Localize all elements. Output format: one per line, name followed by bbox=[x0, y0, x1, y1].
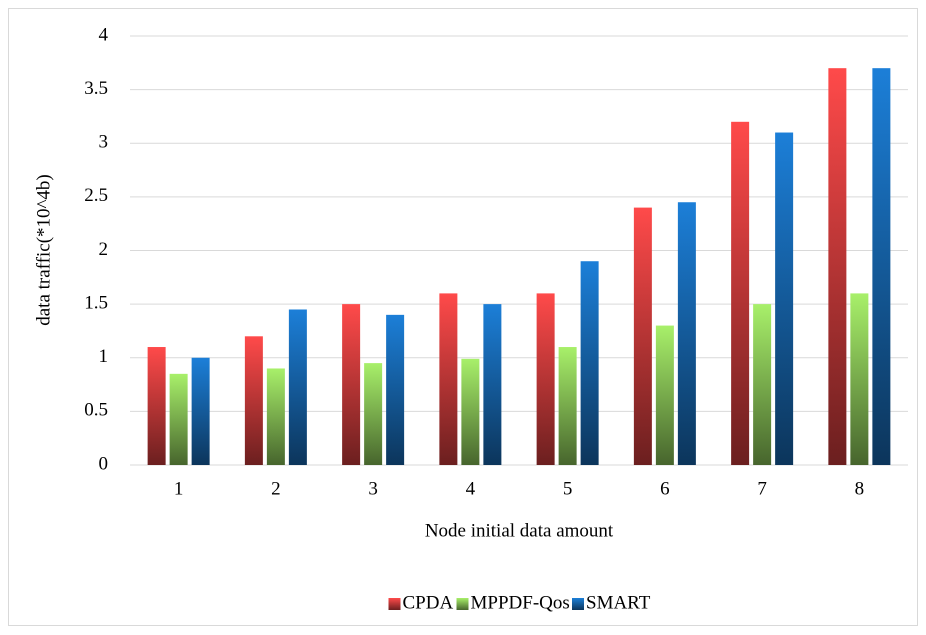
x-tick-label: 5 bbox=[563, 478, 573, 499]
y-axis-label: data traffic(*10^4b) bbox=[33, 174, 54, 326]
bar bbox=[677, 202, 696, 466]
legend-swatch bbox=[388, 598, 401, 610]
bar bbox=[850, 293, 869, 465]
bar bbox=[244, 336, 263, 465]
bar bbox=[439, 293, 458, 465]
x-tick-label: 6 bbox=[660, 478, 670, 499]
y-tick-label: 0 bbox=[99, 453, 109, 474]
bar bbox=[872, 68, 891, 466]
bar bbox=[775, 132, 794, 465]
y-tick-label: 3.5 bbox=[84, 78, 108, 99]
bar bbox=[753, 304, 772, 465]
bar bbox=[536, 293, 555, 465]
y-tick-label: 2 bbox=[99, 239, 109, 260]
legend-label: MPPDF-Qos bbox=[471, 592, 570, 613]
x-tick-label: 4 bbox=[466, 478, 476, 499]
bar bbox=[483, 304, 502, 465]
x-tick-label: 1 bbox=[174, 478, 184, 499]
y-tick-label: 3 bbox=[99, 132, 109, 153]
y-tick-label: 0.5 bbox=[84, 400, 108, 421]
bar bbox=[364, 363, 383, 465]
bar bbox=[461, 358, 480, 465]
bar bbox=[633, 207, 652, 465]
bar bbox=[386, 314, 405, 465]
bar bbox=[342, 304, 361, 465]
bar bbox=[580, 261, 599, 465]
bar bbox=[191, 357, 210, 465]
legend-swatch bbox=[456, 598, 469, 610]
bar bbox=[147, 347, 166, 465]
bar bbox=[266, 368, 285, 465]
bar bbox=[288, 309, 307, 465]
legend-label: SMART bbox=[586, 592, 651, 613]
bar bbox=[731, 121, 750, 466]
legend-swatch bbox=[572, 598, 584, 610]
bar bbox=[169, 373, 188, 465]
x-tick-label: 7 bbox=[757, 478, 767, 499]
legend-label: CPDA bbox=[403, 592, 454, 613]
x-tick-label: 2 bbox=[271, 478, 281, 499]
x-axis-label: Node initial data amount bbox=[425, 520, 614, 541]
bar bbox=[828, 68, 847, 466]
bar bbox=[655, 325, 674, 465]
y-tick-label: 1 bbox=[99, 346, 109, 367]
y-tick-label: 2.5 bbox=[84, 185, 108, 206]
bar bbox=[558, 347, 577, 465]
x-tick-label: 3 bbox=[368, 478, 378, 499]
y-tick-label: 4 bbox=[99, 24, 109, 45]
y-tick-label: 1.5 bbox=[84, 292, 108, 313]
x-tick-label: 8 bbox=[855, 478, 865, 499]
